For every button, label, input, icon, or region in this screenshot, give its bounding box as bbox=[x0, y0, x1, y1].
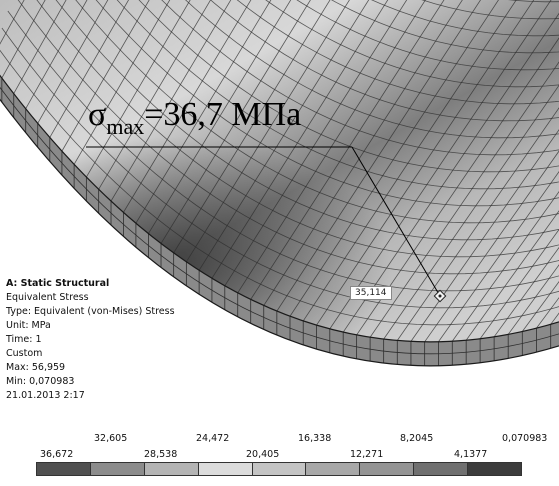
max-stress-marker[interactable] bbox=[433, 289, 447, 303]
analysis-title: A: Static Structural bbox=[6, 278, 110, 289]
legend-top-label: 32,605 bbox=[94, 433, 128, 444]
sigma-value: =36,7 МПа bbox=[144, 96, 302, 133]
sigma-subscript: max bbox=[106, 114, 145, 139]
legend-bottom-label: 20,405 bbox=[246, 449, 280, 460]
sigma-max-annotation: σmax=36,7 МПа bbox=[88, 96, 302, 138]
legend-color-segment bbox=[252, 463, 307, 475]
legend-bottom-label: 12,271 bbox=[350, 449, 384, 460]
info-line: 21.01.2013 2:17 bbox=[6, 390, 85, 401]
result-info-block: A: Static Structural Equivalent Stress T… bbox=[6, 277, 175, 403]
legend-color-segment bbox=[468, 463, 522, 475]
legend-top-label: 8,2045 bbox=[400, 433, 434, 444]
legend-top-label: 0,070983 bbox=[502, 433, 548, 444]
legend-color-segment bbox=[414, 463, 469, 475]
info-line: Min: 0,070983 bbox=[6, 376, 75, 387]
legend-color-bar bbox=[36, 462, 522, 476]
legend-color-segment bbox=[90, 463, 145, 475]
legend-bottom-label: 4,1377 bbox=[454, 449, 488, 460]
leader-line bbox=[351, 146, 441, 297]
plate-edge-face bbox=[0, 74, 559, 367]
legend-bottom-label: 28,538 bbox=[144, 449, 178, 460]
sigma-symbol: σ bbox=[88, 96, 107, 133]
legend-top-label: 24,472 bbox=[196, 433, 230, 444]
info-line: Type: Equivalent (von-Mises) Stress bbox=[6, 306, 175, 317]
probe-value-label[interactable]: 35,114 bbox=[350, 286, 392, 300]
legend-color-segment bbox=[360, 463, 415, 475]
plate-top-surface bbox=[0, 0, 559, 342]
legend-color-segment bbox=[144, 463, 199, 475]
info-line: Time: 1 bbox=[6, 334, 42, 345]
legend-color-segment bbox=[306, 463, 361, 475]
info-line: Max: 56,959 bbox=[6, 362, 66, 373]
legend-bottom-label: 36,672 bbox=[40, 449, 74, 460]
legend-color-segment bbox=[37, 463, 91, 475]
info-line: Custom bbox=[6, 348, 43, 359]
legend-color-segment bbox=[198, 463, 253, 475]
probe-value: 35,114 bbox=[355, 288, 387, 298]
legend-top-label: 16,338 bbox=[298, 433, 332, 444]
info-line: Equivalent Stress bbox=[6, 292, 89, 303]
info-line: Unit: MPa bbox=[6, 320, 51, 331]
